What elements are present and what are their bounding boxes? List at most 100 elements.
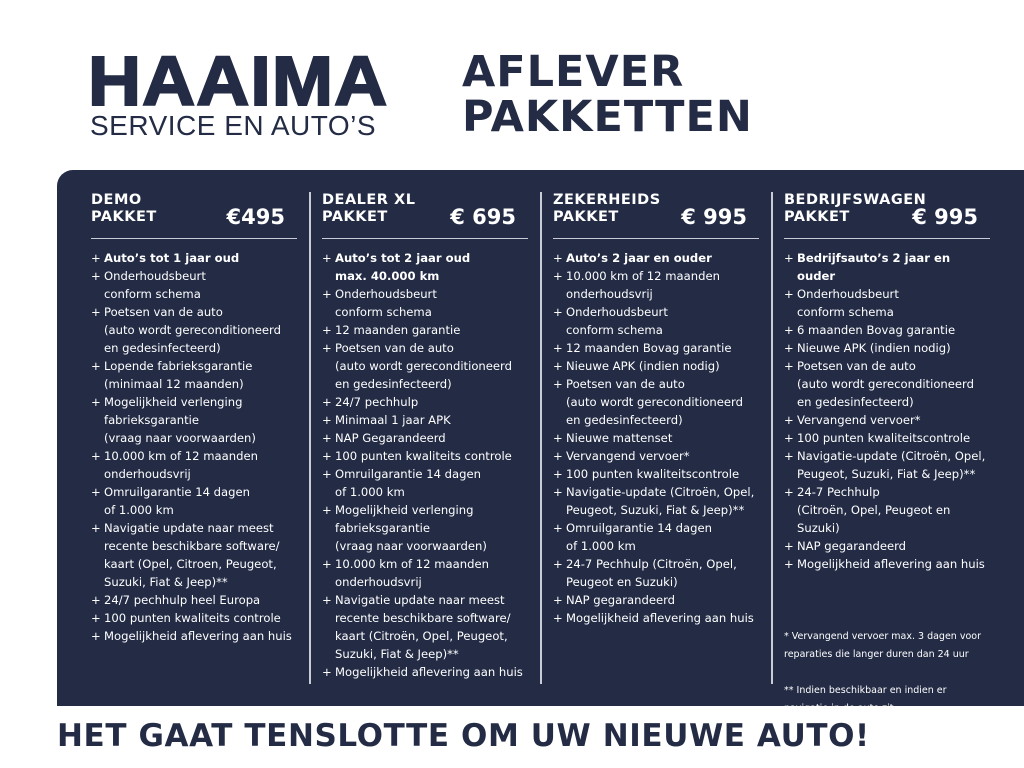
plus-icon: + — [553, 449, 563, 463]
feature-text: NAP gegarandeerd — [566, 593, 676, 607]
plus-icon: + — [784, 557, 794, 571]
column-divider — [540, 192, 542, 684]
plus-icon: + — [784, 341, 794, 355]
feature-item: + Navigatie-update (Citroën, Opel, Peugeo… — [784, 447, 990, 483]
plus-icon: + — [553, 359, 563, 373]
plus-icon: + — [322, 413, 332, 427]
feature-item: + Mogelijkheid aflevering aan huis — [91, 627, 297, 645]
plus-icon: + — [91, 251, 101, 265]
feature-item: +100 punten kwaliteitscontrole — [553, 465, 759, 483]
feature-text: Navigatie-update (Citroën, Opel, Peugeot… — [566, 485, 755, 517]
package-price: € 995 — [681, 205, 747, 229]
feature-text: Omruilgarantie 14 dagen of 1.000 km — [335, 467, 481, 499]
plus-icon: + — [91, 359, 101, 373]
feature-text: Onderhoudsbeurt conform schema — [104, 269, 206, 301]
feature-item: +12 maanden garantie — [322, 321, 528, 339]
plus-icon: + — [553, 377, 563, 391]
feature-list: + Auto’s tot 2 jaar oud max. 40.000 km + On… — [322, 249, 528, 681]
feature-item: +10.000 km of 12 maanden onderhoudsvrij — [91, 447, 297, 483]
plus-icon: + — [553, 341, 563, 355]
feature-text: Lopende fabrieksgarantie (minimaal 12 ma… — [104, 359, 253, 391]
feature-text: Vervangend vervoer* — [566, 449, 690, 463]
package-name-line-2: PAKKET — [91, 209, 157, 225]
column-divider — [771, 192, 773, 684]
feature-text: 100 punten kwaliteits controle — [335, 449, 512, 463]
feature-text: Nieuwe APK (indien nodig) — [797, 341, 951, 355]
feature-item: + Omruilgarantie 14 dagen of 1.000 km — [553, 519, 759, 555]
plus-icon: + — [553, 251, 563, 265]
plus-icon: + — [553, 593, 563, 607]
plus-icon: + — [784, 539, 794, 553]
package-3: ZEKERHEIDS PAKKET € 995 + Auto’s 2 jaar en… — [553, 192, 759, 627]
plus-icon: + — [784, 287, 794, 301]
feature-text: Auto’s 2 jaar en ouder — [566, 251, 712, 265]
plus-icon: + — [553, 521, 563, 535]
plus-icon: + — [553, 269, 563, 283]
feature-item: + Nieuwe mattenset — [553, 429, 759, 447]
feature-item: + Nieuwe APK (indien nodig) — [553, 357, 759, 375]
package-header: BEDRIJFSWAGEN PAKKET € 995 — [784, 192, 990, 239]
feature-item: + Poetsen van de auto (auto wordt gerecon… — [553, 375, 759, 429]
feature-item: +12 maanden Bovag garantie — [553, 339, 759, 357]
package-name-line-2: PAKKET — [553, 209, 619, 225]
feature-text: Vervangend vervoer* — [797, 413, 921, 427]
feature-text: Omruilgarantie 14 dagen of 1.000 km — [566, 521, 712, 553]
feature-item: + Onderhoudsbeurt conform schema — [553, 303, 759, 339]
feature-item: +24-7 Pechhulp (Citroën, Opel, Peugeot e… — [553, 555, 759, 591]
feature-text: Mogelijkheid verlenging fabrieksgarantie… — [104, 395, 256, 445]
feature-text: Onderhoudsbeurt conform schema — [566, 305, 668, 337]
feature-item: + Navigatie-update (Citroën, Opel, Peugeo… — [553, 483, 759, 519]
plus-icon: + — [553, 485, 563, 499]
feature-item: +24/7 pechhulp — [322, 393, 528, 411]
plus-icon: + — [91, 395, 101, 409]
feature-text: Poetsen van de auto (auto wordt gerecond… — [104, 305, 281, 355]
feature-text: 100 punten kwaliteitscontrole — [797, 431, 971, 445]
package-2: DEALER XL PAKKET € 695 + Auto’s tot 2 jaar… — [322, 192, 528, 681]
plus-icon: + — [322, 431, 332, 445]
package-name-line-2: PAKKET — [322, 209, 388, 225]
page-title: AFLEVER PAKKETTEN — [462, 50, 753, 140]
plus-icon: + — [322, 503, 332, 517]
plus-icon: + — [784, 251, 794, 265]
feature-item: +100 punten kwaliteits controle — [322, 447, 528, 465]
plus-icon: + — [553, 467, 563, 481]
feature-list: + Auto’s 2 jaar en ouder +10.000 km of 12 … — [553, 249, 759, 627]
plus-icon: + — [322, 557, 332, 571]
feature-text: Mogelijkheid verlenging fabrieksgarantie… — [335, 503, 487, 553]
feature-item: + Auto’s tot 1 jaar oud — [91, 249, 297, 267]
plus-icon: + — [91, 629, 101, 643]
feature-item: + Vervangend vervoer* — [553, 447, 759, 465]
feature-text: 100 punten kwaliteits controle — [104, 611, 281, 625]
feature-text: Onderhoudsbeurt conform schema — [797, 287, 899, 319]
feature-item: +24-7 Pechhulp (Citroën, Opel, Peugeot e… — [784, 483, 990, 537]
feature-item: + Navigatie update naar meest recente bes… — [322, 591, 528, 663]
feature-text: Mogelijkheid aflevering aan huis — [797, 557, 985, 571]
footnotes: * Vervangend vervoer max. 3 dagen voor r… — [784, 610, 981, 736]
feature-item: +6 maanden Bovag garantie — [784, 321, 990, 339]
feature-text: 12 maanden Bovag garantie — [566, 341, 732, 355]
feature-text: Navigatie update naar meest recente besc… — [335, 593, 511, 661]
plus-icon: + — [91, 593, 101, 607]
feature-item: + NAP gegarandeerd — [553, 591, 759, 609]
feature-text: 24/7 pechhulp heel Europa — [104, 593, 261, 607]
footnote-1: * Vervangend vervoer max. 3 dagen voor r… — [784, 631, 981, 660]
feature-item: + Minimaal 1 jaar APK — [322, 411, 528, 429]
package-name-line-1: ZEKERHEIDS — [553, 192, 661, 208]
feature-item: + NAP gegarandeerd — [784, 537, 990, 555]
feature-list: + Auto’s tot 1 jaar oud + Onderhoudsbeurt c… — [91, 249, 297, 645]
package-price: € 995 — [912, 205, 978, 229]
feature-text: NAP gegarandeerd — [797, 539, 907, 553]
plus-icon: + — [91, 269, 101, 283]
plus-icon: + — [553, 431, 563, 445]
logo-tagline: SERVICE EN AUTO’S — [90, 110, 376, 141]
feature-text: Nieuwe mattenset — [566, 431, 673, 445]
feature-item: +10.000 km of 12 maanden onderhoudsvrij — [322, 555, 528, 591]
plus-icon: + — [553, 611, 563, 625]
feature-text: Mogelijkheid aflevering aan huis — [566, 611, 754, 625]
footnote-2: ** Indien beschikbaar en indien er navig… — [784, 685, 947, 714]
feature-item: + Omruilgarantie 14 dagen of 1.000 km — [322, 465, 528, 501]
package-name-line-1: BEDRIJFSWAGEN — [784, 192, 927, 208]
package-header: DEALER XL PAKKET € 695 — [322, 192, 528, 239]
plus-icon: + — [322, 251, 332, 265]
feature-item: + Auto’s 2 jaar en ouder — [553, 249, 759, 267]
